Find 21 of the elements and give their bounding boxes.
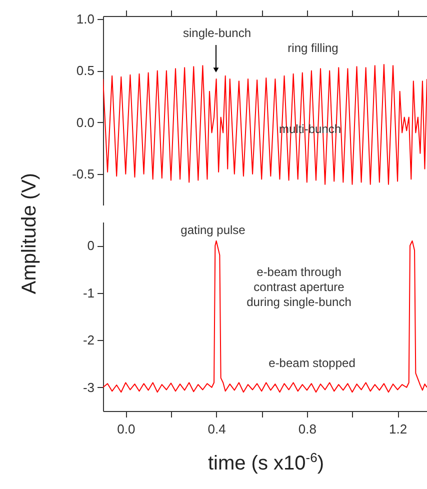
annotation: gating pulse — [180, 223, 246, 237]
y-tick-label: 1.0 — [76, 12, 94, 27]
annotation: ring filling — [288, 41, 338, 55]
line-series — [103, 64, 427, 185]
x-tick-label: 1.2 — [389, 422, 408, 436]
annotation: e-beam through contrast aperture during single-bunch — [246, 265, 352, 309]
y-tick-label: -3 — [82, 380, 94, 395]
y-axis-title: Amplitude (V) — [18, 172, 42, 296]
y-tick-label: -2 — [82, 332, 94, 348]
y-tick-label: -0.5 — [72, 166, 94, 182]
line-series — [103, 240, 427, 393]
y-tick-label: 0.0 — [76, 114, 94, 130]
x-tick-label: 0.0 — [117, 422, 136, 436]
y-tick-label: 0 — [87, 238, 94, 254]
x-axis-title: time (s x10$^{-6}$) — [206, 450, 326, 476]
x-tick-label: 0.8 — [298, 422, 316, 436]
annotation: e-beam stopped — [268, 356, 356, 370]
x-tick-label: 0.4 — [208, 422, 226, 436]
y-tick-label: -1 — [82, 285, 94, 300]
y-tick-label: 0.5 — [76, 63, 94, 78]
annotation: single-bunch — [182, 26, 252, 40]
